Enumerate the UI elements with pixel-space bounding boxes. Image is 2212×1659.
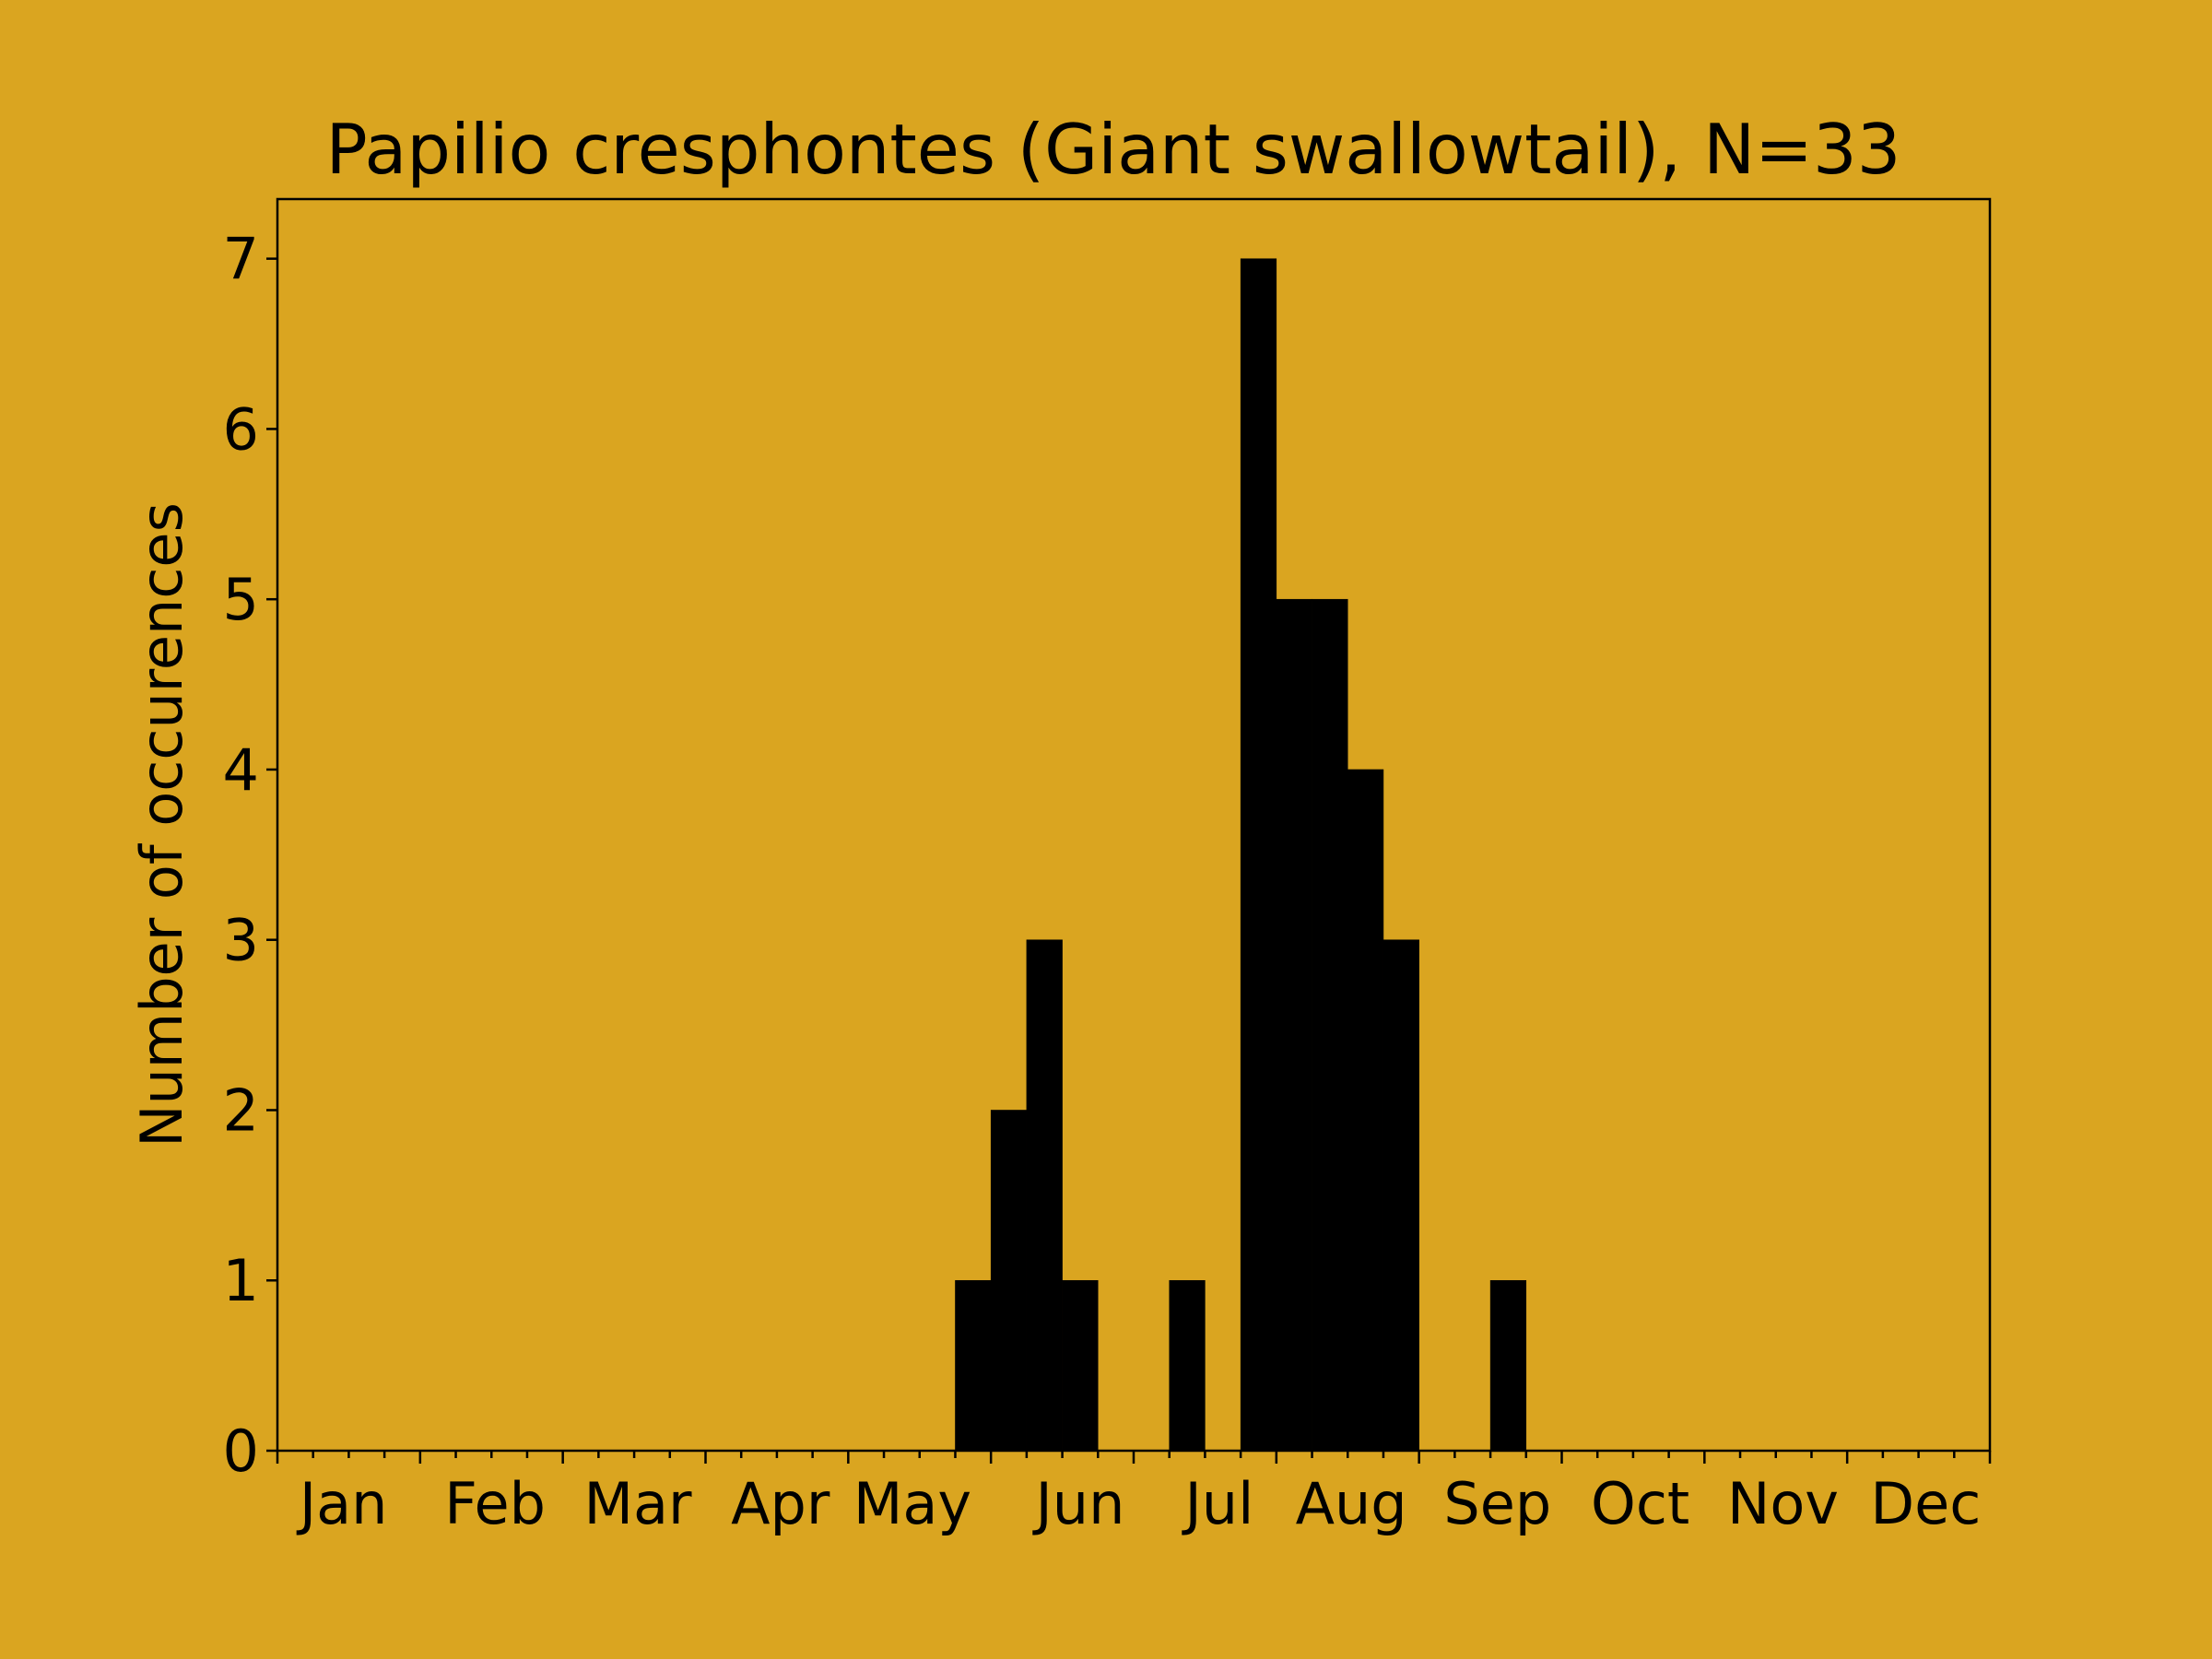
histogram-bar — [990, 1110, 1028, 1452]
x-tick-label: Aug — [1296, 1470, 1407, 1537]
x-tick-label: May — [853, 1470, 971, 1537]
y-tick-label: 2 — [223, 1077, 259, 1144]
plot-frame — [276, 197, 1992, 1453]
y-tick-label: 1 — [223, 1247, 259, 1314]
histogram-bar — [955, 1279, 992, 1452]
histogram-bar — [1276, 598, 1312, 1452]
x-tick-label: Sep — [1443, 1470, 1551, 1537]
x-tick-label: Jul — [1181, 1470, 1253, 1537]
x-tick-label: Nov — [1727, 1470, 1839, 1537]
x-tick-label: Jun — [1032, 1470, 1125, 1537]
histogram-bar — [1169, 1279, 1206, 1452]
y-axis-label: Number of occurences — [128, 502, 195, 1147]
histogram-bar — [1026, 939, 1063, 1452]
y-tick-label: 0 — [223, 1418, 259, 1485]
x-tick-label: Feb — [444, 1470, 546, 1537]
y-tick-label: 6 — [223, 395, 259, 463]
histogram-bar — [1382, 939, 1419, 1452]
x-tick-label: Mar — [583, 1470, 691, 1537]
y-tick-label: 3 — [223, 907, 259, 974]
y-tick-label: 7 — [223, 226, 259, 293]
histogram-bar — [1347, 769, 1384, 1452]
x-tick-label: Apr — [731, 1470, 830, 1537]
x-tick-label: Oct — [1591, 1470, 1689, 1537]
y-axis: 0 1 2 3 4 5 6 7 — [223, 226, 277, 1485]
histogram-bar — [1312, 598, 1348, 1452]
chart-title: Papilio cresphontes (Giant swallowtail),… — [326, 109, 1901, 190]
y-tick-label: 5 — [223, 566, 259, 633]
histogram-bar — [1062, 1279, 1099, 1452]
x-tick-label: Jan — [296, 1470, 388, 1537]
bars-group — [955, 258, 1527, 1452]
y-tick-label: 4 — [223, 736, 259, 804]
x-axis: Jan Feb Mar Apr May Jun Jul Aug Sep Oct Nov Dec — [276, 1451, 1992, 1537]
x-tick-label: Dec — [1870, 1470, 1981, 1537]
histogram-bar — [1240, 258, 1277, 1452]
histogram-bar — [1489, 1279, 1527, 1452]
